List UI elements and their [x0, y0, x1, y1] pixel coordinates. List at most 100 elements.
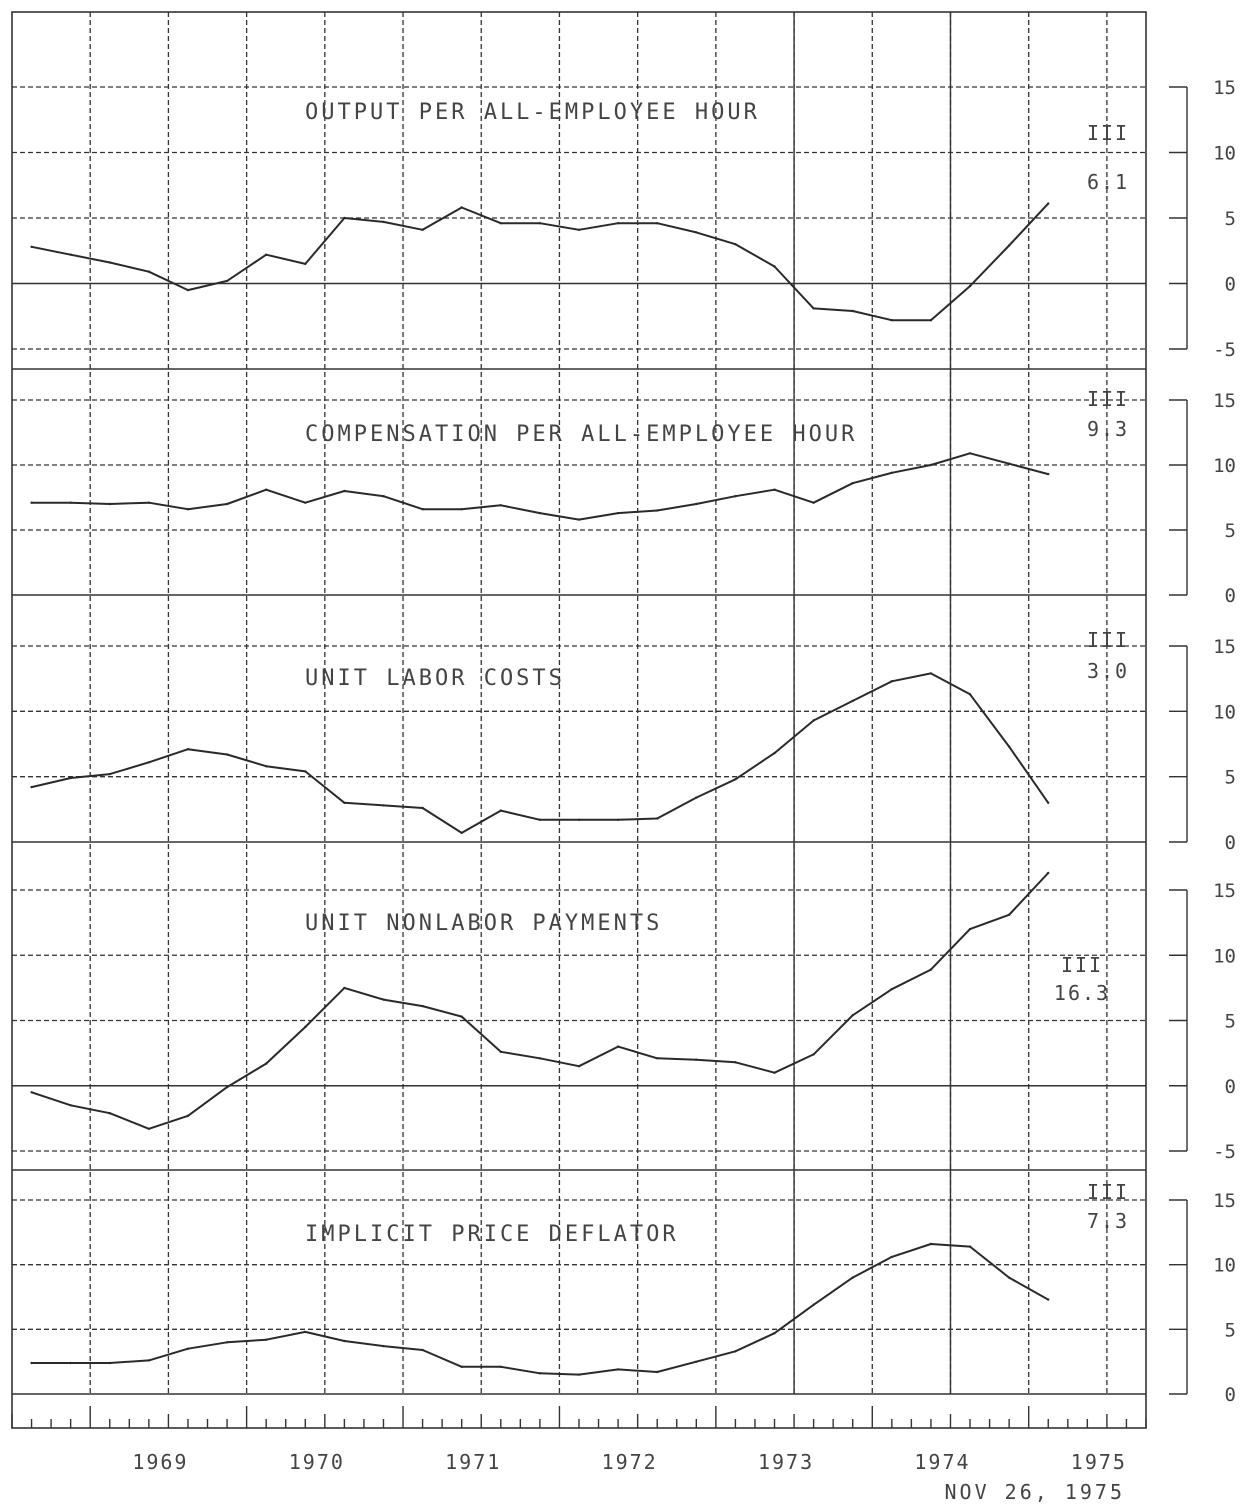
data-point	[265, 253, 268, 256]
annotations: III 6.1 III 9.3 III 3.0 III 16.3 III 7.3	[1054, 121, 1129, 1233]
data-point	[851, 699, 854, 703]
data-point	[890, 988, 893, 991]
year-label: 1970	[289, 1450, 345, 1474]
data-point	[147, 270, 151, 273]
data-point	[265, 488, 268, 491]
year-label: 1972	[602, 1450, 658, 1474]
data-point	[851, 482, 854, 485]
plot-frame	[11, 11, 1147, 1429]
data-point	[343, 216, 346, 220]
data-point	[929, 319, 933, 322]
data-point	[538, 1372, 542, 1375]
data-point	[812, 719, 815, 722]
data-point	[343, 986, 346, 990]
data-point	[773, 1071, 776, 1074]
data-point	[147, 761, 151, 764]
data-point	[343, 1339, 346, 1343]
data-point	[147, 501, 151, 504]
data-point	[421, 1004, 424, 1008]
axis-tick-label: 5	[1225, 767, 1236, 789]
data-point	[69, 253, 72, 256]
year-label: 1969	[132, 1450, 188, 1474]
panel-title: OUTPUT PER ALL-EMPLOYEE HOUR	[305, 100, 760, 125]
annotation-value: 6.1	[1087, 170, 1129, 194]
data-point	[577, 1373, 581, 1376]
data-point	[265, 765, 268, 768]
data-point	[734, 1350, 737, 1353]
data-point	[304, 1330, 307, 1334]
data-point	[499, 504, 502, 507]
data-point	[421, 508, 424, 511]
axis-tick-label: 0	[1225, 832, 1236, 854]
data-point	[577, 518, 581, 521]
data-point	[265, 1062, 268, 1065]
data-point	[812, 307, 815, 310]
axis-tick-label: 10	[1213, 945, 1236, 967]
series-line	[31, 202, 1049, 322]
axis-tick-label: 5	[1225, 208, 1236, 230]
data-point	[147, 1127, 151, 1131]
data-point	[108, 261, 112, 264]
data-point	[382, 804, 385, 807]
date-label: NOV 26, 1975	[945, 1480, 1126, 1504]
data-point	[108, 502, 112, 506]
year-label: 1973	[758, 1450, 814, 1474]
data-point	[695, 1058, 698, 1061]
data-point	[929, 1242, 933, 1246]
data-point	[186, 1347, 190, 1350]
data-point	[421, 806, 424, 810]
data-point	[499, 222, 502, 225]
data-point	[304, 262, 307, 266]
data-point	[304, 770, 307, 773]
data-point	[30, 785, 33, 789]
series-line	[31, 672, 1050, 834]
data-point	[1047, 1298, 1050, 1301]
data-point	[108, 772, 112, 776]
annotation-value: 7.3	[1087, 1209, 1129, 1233]
data-point	[577, 818, 581, 821]
data-point	[773, 265, 776, 268]
axis-tick-label: 10	[1213, 143, 1236, 165]
data-point	[1007, 1276, 1011, 1279]
data-point	[968, 1245, 972, 1248]
axis-tick-label: 5	[1225, 1319, 1236, 1341]
annotation-quarter: III	[1087, 1180, 1129, 1204]
data-point	[499, 809, 502, 812]
data-point	[656, 1370, 659, 1374]
data-point	[1007, 745, 1011, 748]
data-point	[929, 672, 933, 675]
data-point	[421, 228, 424, 231]
data-point	[1047, 871, 1050, 875]
axis-tick-label: 15	[1213, 636, 1236, 658]
data-point	[695, 1360, 698, 1363]
axis-tick-label: 0	[1225, 585, 1236, 607]
data-point	[225, 1085, 229, 1089]
data-point	[1047, 202, 1050, 205]
data-point	[69, 1361, 72, 1365]
data-point	[890, 471, 893, 474]
data-point	[538, 1057, 542, 1060]
data-point	[538, 511, 542, 515]
data-point	[69, 1104, 72, 1107]
data-point	[734, 1061, 737, 1064]
data-point	[538, 222, 542, 225]
axis-tick-label: 10	[1213, 701, 1236, 723]
data-point	[225, 1341, 229, 1344]
data-point	[656, 222, 659, 225]
data-point	[968, 693, 972, 696]
data-point	[186, 288, 190, 292]
axis-tick-label: 0	[1225, 1076, 1236, 1098]
data-point	[1047, 472, 1050, 476]
x-axis: 1969 1970 1971 1972 1973 1974 1975	[11, 1406, 1147, 1474]
data-point	[186, 508, 190, 511]
panel-title: IMPLICIT PRICE DEFLATOR	[305, 1222, 679, 1247]
data-point	[890, 1255, 893, 1259]
data-point	[773, 1332, 776, 1335]
data-point	[382, 1344, 385, 1348]
data-point	[1007, 913, 1011, 916]
data-point	[460, 206, 463, 209]
data-point	[734, 243, 737, 246]
data-point	[343, 489, 346, 493]
data-point	[656, 817, 659, 820]
data-point	[968, 927, 972, 931]
